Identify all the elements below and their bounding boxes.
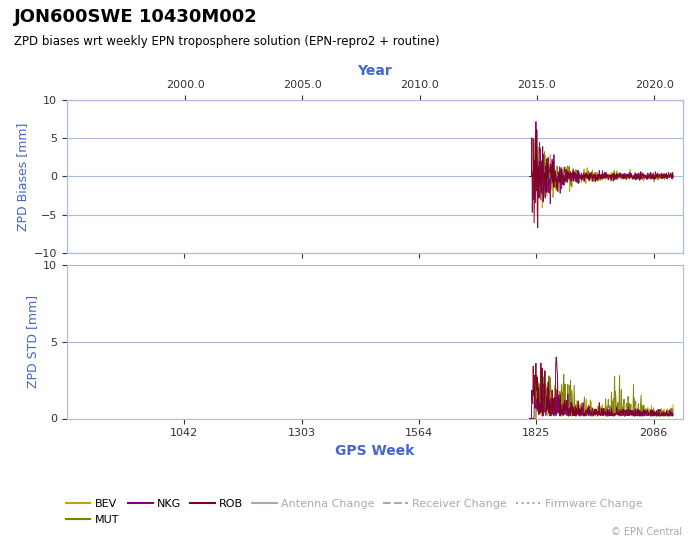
Legend: BEV, MUT, NKG, ROB, Antenna Change, Receiver Change, Firmware Change: BEV, MUT, NKG, ROB, Antenna Change, Rece… [62, 495, 647, 529]
Y-axis label: ZPD STD [mm]: ZPD STD [mm] [26, 295, 38, 388]
Y-axis label: ZPD Biases [mm]: ZPD Biases [mm] [16, 122, 29, 231]
X-axis label: GPS Week: GPS Week [335, 444, 414, 458]
Text: ZPD biases wrt weekly EPN troposphere solution (EPN-repro2 + routine): ZPD biases wrt weekly EPN troposphere so… [14, 35, 440, 48]
Text: JON600SWE 10430M002: JON600SWE 10430M002 [14, 8, 258, 26]
Text: © EPN Central: © EPN Central [611, 527, 682, 537]
X-axis label: Year: Year [357, 64, 392, 78]
